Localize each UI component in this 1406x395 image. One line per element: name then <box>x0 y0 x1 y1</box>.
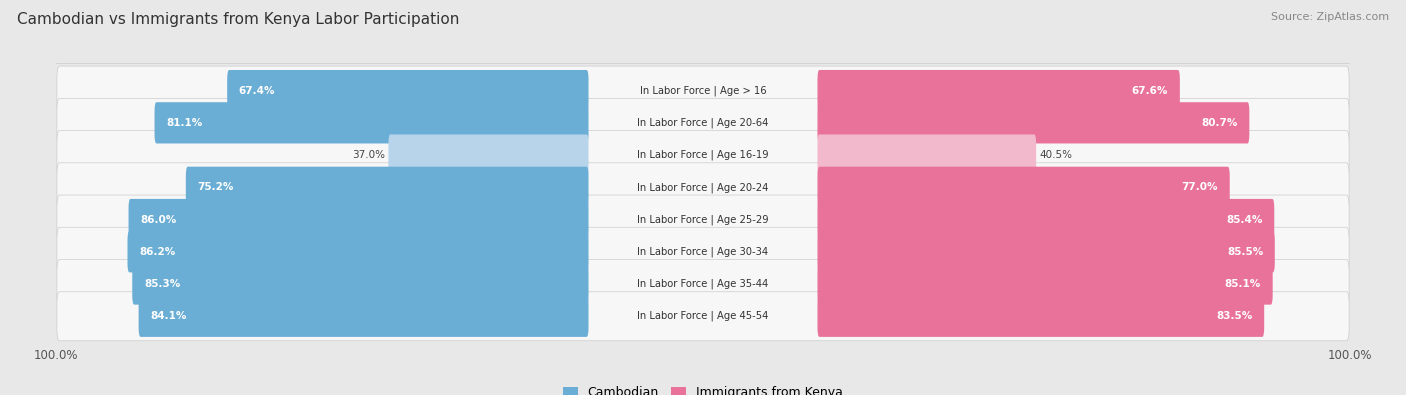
FancyBboxPatch shape <box>56 227 1350 276</box>
Text: In Labor Force | Age 30-34: In Labor Force | Age 30-34 <box>637 246 769 257</box>
FancyBboxPatch shape <box>817 70 1180 111</box>
FancyBboxPatch shape <box>817 167 1230 208</box>
Text: In Labor Force | Age 45-54: In Labor Force | Age 45-54 <box>637 311 769 322</box>
Text: In Labor Force | Age 20-64: In Labor Force | Age 20-64 <box>637 118 769 128</box>
Legend: Cambodian, Immigrants from Kenya: Cambodian, Immigrants from Kenya <box>562 386 844 395</box>
FancyBboxPatch shape <box>817 295 1264 337</box>
Text: In Labor Force | Age 20-24: In Labor Force | Age 20-24 <box>637 182 769 192</box>
Text: In Labor Force | Age 16-19: In Labor Force | Age 16-19 <box>637 150 769 160</box>
Text: 40.5%: 40.5% <box>1039 150 1073 160</box>
Text: 67.6%: 67.6% <box>1132 86 1168 96</box>
FancyBboxPatch shape <box>817 263 1272 305</box>
Text: 75.2%: 75.2% <box>197 182 233 192</box>
FancyBboxPatch shape <box>56 163 1350 212</box>
Text: 86.2%: 86.2% <box>139 247 176 257</box>
Text: 85.3%: 85.3% <box>143 279 180 289</box>
Text: 85.4%: 85.4% <box>1226 214 1263 224</box>
Text: 85.5%: 85.5% <box>1227 247 1263 257</box>
Text: 85.1%: 85.1% <box>1225 279 1261 289</box>
FancyBboxPatch shape <box>56 98 1350 147</box>
Text: Source: ZipAtlas.com: Source: ZipAtlas.com <box>1271 12 1389 22</box>
Text: 84.1%: 84.1% <box>150 311 187 321</box>
Text: 81.1%: 81.1% <box>166 118 202 128</box>
FancyBboxPatch shape <box>128 231 589 273</box>
Text: 37.0%: 37.0% <box>352 150 385 160</box>
Text: In Labor Force | Age 35-44: In Labor Force | Age 35-44 <box>637 279 769 289</box>
FancyBboxPatch shape <box>56 66 1350 115</box>
Text: 80.7%: 80.7% <box>1201 118 1237 128</box>
FancyBboxPatch shape <box>132 263 589 305</box>
Text: Cambodian vs Immigrants from Kenya Labor Participation: Cambodian vs Immigrants from Kenya Labor… <box>17 12 460 27</box>
Text: In Labor Force | Age 25-29: In Labor Force | Age 25-29 <box>637 214 769 225</box>
Text: 83.5%: 83.5% <box>1216 311 1253 321</box>
Text: 77.0%: 77.0% <box>1181 182 1218 192</box>
FancyBboxPatch shape <box>56 260 1350 308</box>
FancyBboxPatch shape <box>56 131 1350 180</box>
FancyBboxPatch shape <box>817 199 1274 240</box>
FancyBboxPatch shape <box>56 195 1350 244</box>
Text: 86.0%: 86.0% <box>141 214 176 224</box>
FancyBboxPatch shape <box>139 295 589 337</box>
FancyBboxPatch shape <box>817 134 1036 176</box>
Text: In Labor Force | Age > 16: In Labor Force | Age > 16 <box>640 85 766 96</box>
FancyBboxPatch shape <box>388 134 589 176</box>
FancyBboxPatch shape <box>155 102 589 143</box>
FancyBboxPatch shape <box>128 199 589 240</box>
FancyBboxPatch shape <box>186 167 589 208</box>
FancyBboxPatch shape <box>228 70 589 111</box>
FancyBboxPatch shape <box>817 102 1250 143</box>
Text: 67.4%: 67.4% <box>239 86 276 96</box>
FancyBboxPatch shape <box>56 292 1350 341</box>
FancyBboxPatch shape <box>817 231 1275 273</box>
